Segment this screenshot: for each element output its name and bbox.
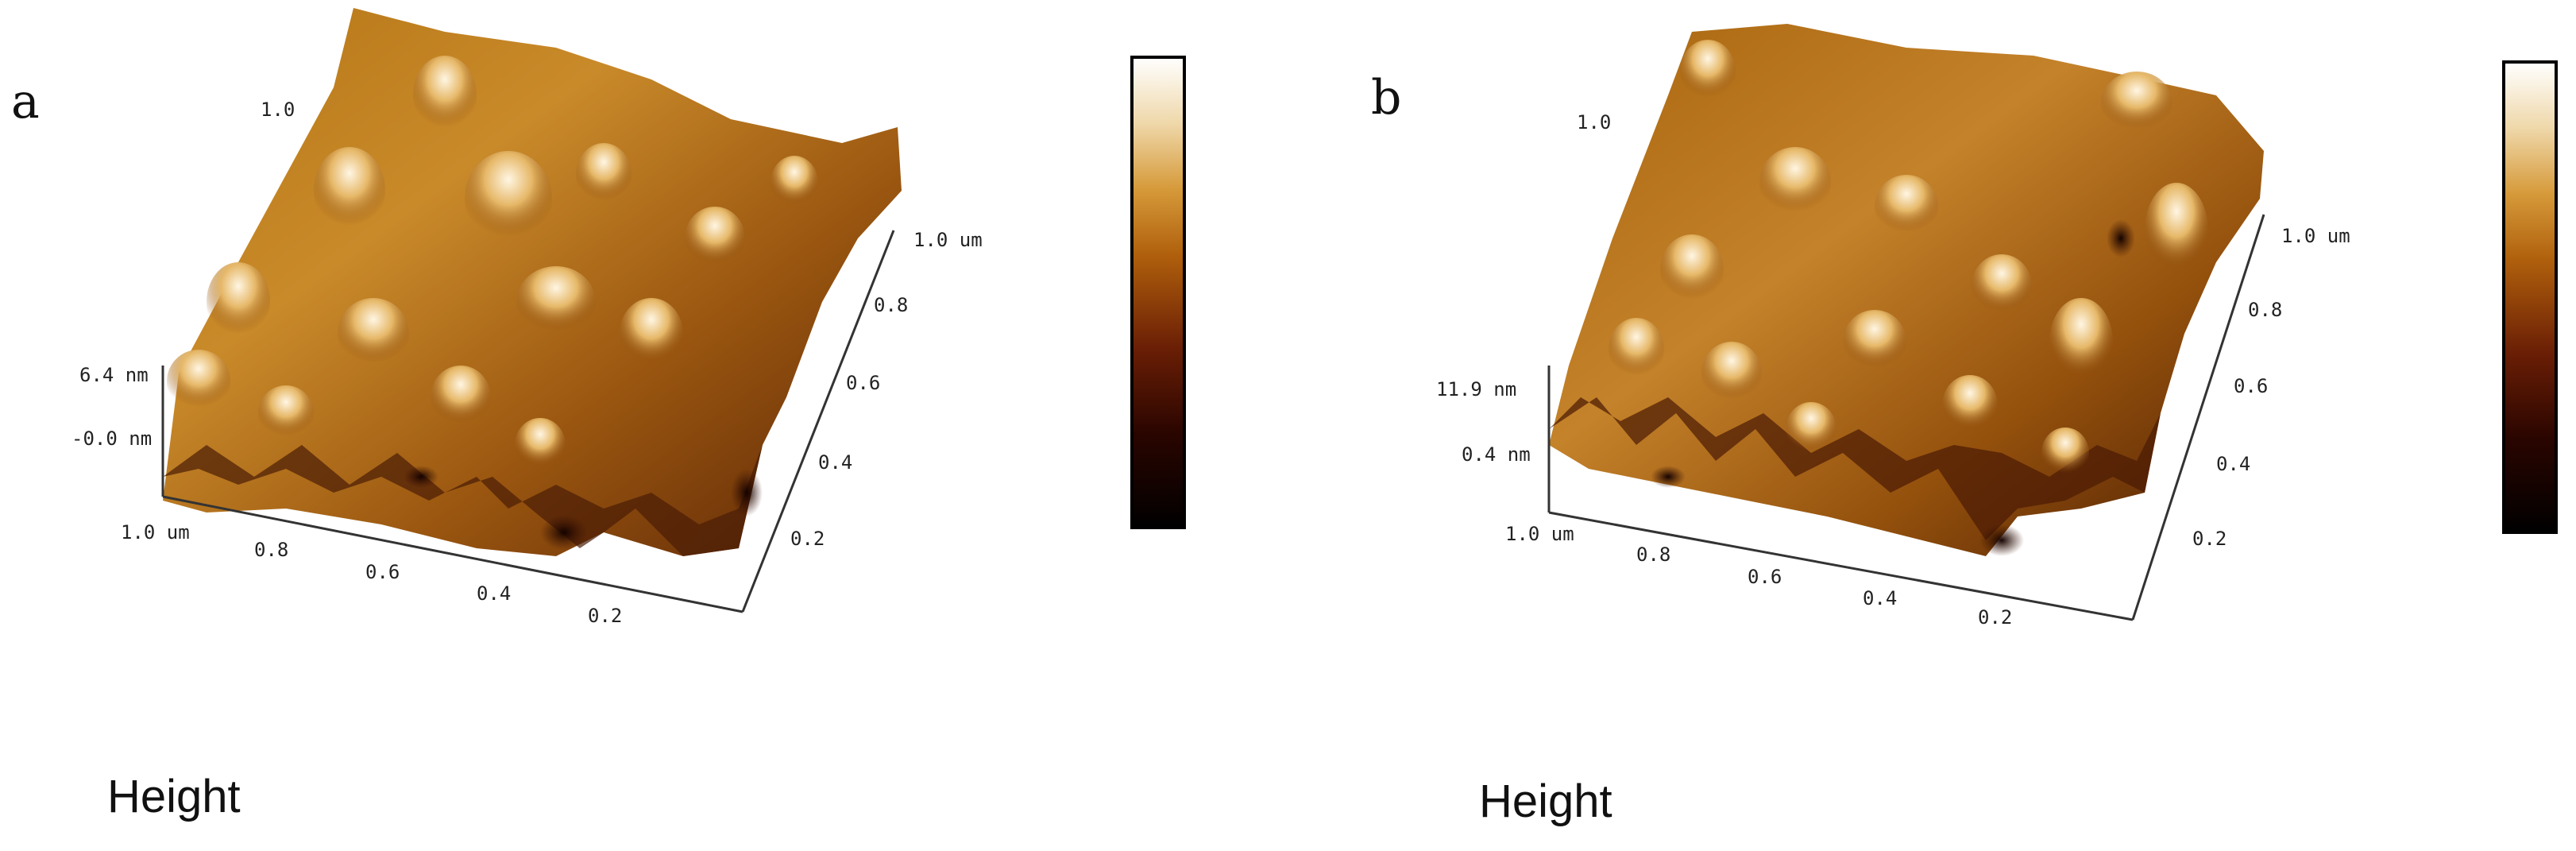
axes-a bbox=[161, 230, 895, 613]
x-axis-ticks-a: 1.0 um 0.8 0.6 0.4 0.2 bbox=[121, 521, 622, 627]
panel-letter: a bbox=[11, 74, 40, 130]
colorbar-b bbox=[2502, 60, 2558, 534]
x-tick: 0.2 bbox=[588, 605, 622, 627]
left-axis-tick: 1.0 bbox=[261, 99, 295, 121]
x-axis-ticks-b: 1.0 um 0.8 0.6 0.4 0.2 bbox=[1505, 523, 2012, 629]
x-tick: 1.0 um bbox=[1505, 523, 1574, 545]
afm-surface-a bbox=[163, 8, 902, 556]
z-max-label: 6.4 nm bbox=[79, 364, 149, 386]
x-tick: 0.4 bbox=[477, 582, 511, 605]
x-tick: 0.6 bbox=[365, 561, 400, 583]
caption-a: Height bbox=[107, 771, 241, 822]
y-tick: 1.0 um bbox=[2281, 225, 2350, 247]
z-min-label: -0.0 nm bbox=[71, 427, 152, 450]
panel-letter: b bbox=[1371, 70, 1401, 126]
y-tick: 0.8 bbox=[2248, 299, 2282, 321]
y-axis-ticks-a: 1.0 um 0.8 0.6 0.4 0.2 bbox=[790, 229, 983, 550]
y-tick: 0.6 bbox=[2234, 375, 2268, 397]
y-tick: 0.4 bbox=[818, 451, 852, 474]
panel-b: b bbox=[1371, 24, 2558, 827]
x-tick: 0.8 bbox=[254, 539, 288, 561]
y-tick: 0.2 bbox=[2192, 528, 2226, 550]
x-tick: 0.2 bbox=[1978, 606, 2012, 629]
z-min-label: 0.4 nm bbox=[1462, 443, 1531, 466]
x-tick: 0.4 bbox=[1863, 587, 1897, 609]
afm-surface-b bbox=[1549, 24, 2264, 556]
z-max-label: 11.9 nm bbox=[1436, 378, 1516, 400]
y-tick: 0.4 bbox=[2216, 453, 2250, 475]
x-tick: 0.8 bbox=[1636, 543, 1670, 566]
colorbar-a bbox=[1130, 56, 1186, 529]
axes-b bbox=[1547, 214, 2265, 621]
y-tick: 0.8 bbox=[874, 294, 908, 316]
y-axis-ticks-b: 1.0 um 0.8 0.6 0.4 0.2 bbox=[2192, 225, 2350, 550]
left-axis-tick: 1.0 bbox=[1577, 111, 1611, 133]
x-tick: 1.0 um bbox=[121, 521, 190, 543]
y-tick: 1.0 um bbox=[913, 229, 983, 251]
x-tick: 0.6 bbox=[1748, 566, 1782, 588]
caption-b: Height bbox=[1479, 776, 1612, 827]
y-tick: 0.6 bbox=[846, 372, 880, 394]
panel-a: a bbox=[11, 8, 1186, 822]
y-tick: 0.2 bbox=[790, 528, 825, 550]
